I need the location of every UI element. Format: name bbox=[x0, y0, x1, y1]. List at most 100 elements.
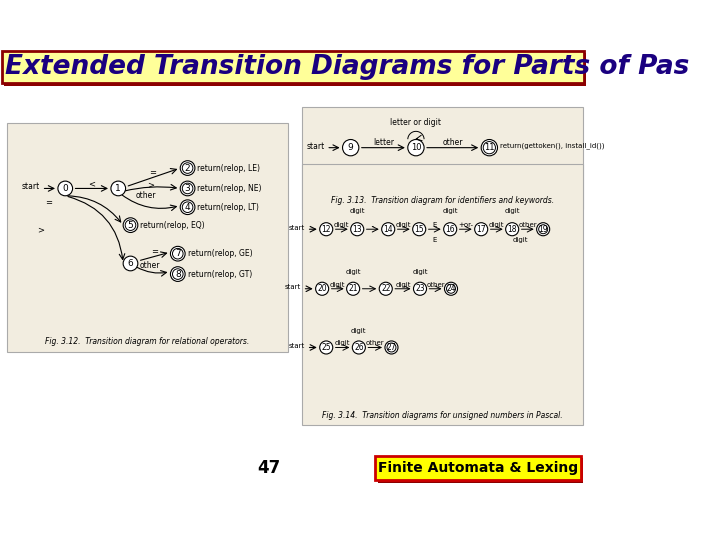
Text: 16: 16 bbox=[446, 225, 455, 234]
Text: digit: digit bbox=[396, 222, 411, 228]
Circle shape bbox=[346, 282, 360, 295]
Circle shape bbox=[320, 222, 333, 236]
Circle shape bbox=[505, 222, 518, 236]
Text: Fig. 3.13.  Transition diagram for identifiers and keywords.: Fig. 3.13. Transition diagram for identi… bbox=[331, 196, 554, 205]
Text: .: . bbox=[372, 222, 374, 228]
Text: 22: 22 bbox=[381, 284, 390, 293]
Text: other: other bbox=[140, 261, 161, 270]
Circle shape bbox=[343, 139, 359, 156]
Text: other: other bbox=[366, 340, 384, 346]
Text: 4: 4 bbox=[185, 202, 190, 212]
Circle shape bbox=[125, 220, 136, 231]
Text: return(relop, EQ): return(relop, EQ) bbox=[140, 221, 205, 230]
Text: 15: 15 bbox=[415, 225, 424, 234]
Text: 9: 9 bbox=[348, 143, 354, 152]
FancyBboxPatch shape bbox=[6, 123, 288, 352]
Circle shape bbox=[351, 222, 364, 236]
Text: digit: digit bbox=[351, 328, 366, 334]
Text: 27: 27 bbox=[387, 343, 396, 352]
Text: start: start bbox=[22, 183, 40, 191]
Text: 11: 11 bbox=[484, 143, 495, 152]
Text: 25: 25 bbox=[321, 343, 331, 352]
Circle shape bbox=[385, 341, 398, 354]
Text: 1: 1 bbox=[115, 184, 121, 193]
Text: return(gettoken(), install_id()): return(gettoken(), install_id()) bbox=[500, 142, 604, 149]
Circle shape bbox=[444, 222, 456, 236]
Text: 3: 3 bbox=[185, 184, 191, 193]
Text: 17: 17 bbox=[477, 225, 486, 234]
Text: digit: digit bbox=[349, 208, 365, 214]
Text: =: = bbox=[45, 198, 53, 207]
Text: start: start bbox=[289, 343, 305, 349]
Circle shape bbox=[352, 341, 365, 354]
Circle shape bbox=[171, 246, 185, 261]
Text: E: E bbox=[433, 237, 437, 244]
Text: <: < bbox=[89, 180, 95, 189]
Text: return(relop, NE): return(relop, NE) bbox=[197, 184, 262, 193]
Circle shape bbox=[182, 183, 193, 194]
Circle shape bbox=[173, 248, 183, 259]
Text: =: = bbox=[150, 168, 156, 177]
Text: 26: 26 bbox=[354, 343, 364, 352]
Circle shape bbox=[413, 222, 426, 236]
Text: 7: 7 bbox=[175, 249, 181, 258]
Circle shape bbox=[474, 222, 487, 236]
Circle shape bbox=[539, 225, 548, 234]
Text: digit: digit bbox=[413, 269, 428, 275]
Circle shape bbox=[111, 181, 125, 196]
Text: 14: 14 bbox=[383, 225, 393, 234]
FancyBboxPatch shape bbox=[4, 53, 586, 86]
Text: letter: letter bbox=[373, 138, 394, 147]
Text: 24: 24 bbox=[446, 284, 456, 293]
Text: Fig. 3.12.  Transition diagram for relational operators.: Fig. 3.12. Transition diagram for relati… bbox=[45, 338, 249, 346]
Text: 5: 5 bbox=[127, 221, 133, 230]
Text: digit: digit bbox=[330, 282, 346, 288]
Text: >: > bbox=[148, 181, 154, 190]
Text: 8: 8 bbox=[175, 269, 181, 279]
Circle shape bbox=[173, 269, 183, 279]
Circle shape bbox=[182, 163, 193, 173]
Text: other: other bbox=[426, 282, 445, 288]
Text: Finite Automata & Lexing: Finite Automata & Lexing bbox=[378, 461, 578, 475]
Text: digit: digit bbox=[443, 208, 458, 214]
FancyBboxPatch shape bbox=[375, 456, 581, 481]
Circle shape bbox=[483, 141, 495, 154]
Text: .: . bbox=[369, 282, 371, 288]
Text: 6: 6 bbox=[127, 259, 133, 268]
Text: 20: 20 bbox=[318, 284, 327, 293]
Circle shape bbox=[58, 181, 73, 196]
Circle shape bbox=[387, 343, 396, 352]
Circle shape bbox=[408, 139, 424, 156]
Text: start: start bbox=[289, 225, 305, 231]
FancyBboxPatch shape bbox=[377, 458, 583, 483]
Text: E: E bbox=[433, 222, 437, 228]
Circle shape bbox=[182, 202, 193, 213]
Text: other: other bbox=[136, 191, 156, 200]
FancyBboxPatch shape bbox=[1, 51, 584, 83]
Text: digit: digit bbox=[513, 237, 528, 244]
Text: start: start bbox=[306, 141, 325, 151]
Text: digit: digit bbox=[346, 269, 361, 275]
Text: 19: 19 bbox=[539, 225, 548, 234]
Text: digit: digit bbox=[334, 222, 349, 228]
Text: return(relop, GE): return(relop, GE) bbox=[188, 249, 252, 258]
FancyBboxPatch shape bbox=[302, 164, 583, 425]
Text: 21: 21 bbox=[348, 284, 358, 293]
FancyBboxPatch shape bbox=[302, 107, 583, 209]
Text: =: = bbox=[150, 247, 158, 256]
Text: return(relop, LE): return(relop, LE) bbox=[197, 164, 261, 173]
Circle shape bbox=[481, 139, 498, 156]
Circle shape bbox=[180, 181, 195, 196]
Circle shape bbox=[446, 284, 456, 293]
Circle shape bbox=[379, 282, 392, 295]
Text: other: other bbox=[518, 222, 537, 228]
Circle shape bbox=[180, 200, 195, 214]
Text: return(relop, GT): return(relop, GT) bbox=[188, 269, 252, 279]
Text: digit: digit bbox=[505, 208, 520, 214]
Circle shape bbox=[171, 267, 185, 281]
Text: 13: 13 bbox=[352, 225, 362, 234]
Text: return(relop, LT): return(relop, LT) bbox=[197, 202, 259, 212]
Text: digit: digit bbox=[489, 222, 505, 228]
Text: 18: 18 bbox=[508, 225, 517, 234]
Circle shape bbox=[315, 282, 328, 295]
